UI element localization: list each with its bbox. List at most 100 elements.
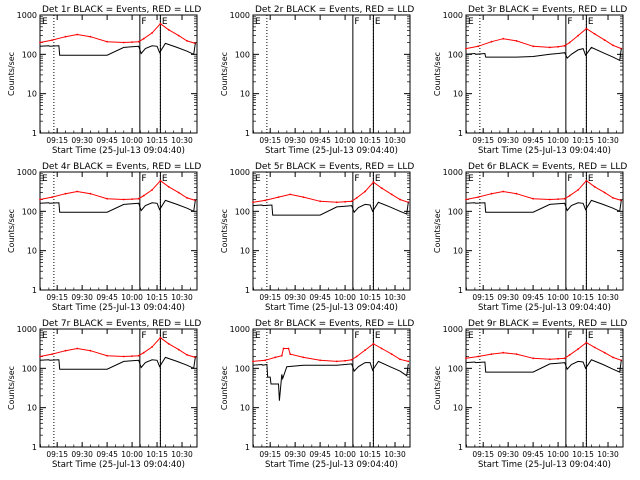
- plot-frame: [252, 14, 411, 134]
- plot-frame: [39, 14, 198, 134]
- series-point-lld: [390, 193, 393, 196]
- series-point-lld: [252, 201, 254, 204]
- x-tick-label: 09:45: [96, 136, 118, 145]
- series-point-lld: [568, 41, 571, 44]
- x-tick-label: 10:00: [547, 450, 569, 459]
- series-point-lld: [585, 27, 588, 30]
- series-point-lld: [548, 198, 551, 201]
- marker-label: E: [588, 331, 594, 341]
- y-tick-label: 1000: [17, 325, 37, 334]
- series-point-lld: [372, 181, 375, 184]
- plot-frame: [465, 171, 624, 291]
- x-tick-label: 09:30: [284, 450, 306, 459]
- x-tick-label: 10:15: [146, 136, 168, 145]
- y-tick-label: 100: [448, 50, 463, 59]
- x-tick-label: 09:45: [309, 293, 331, 302]
- x-axis-label: Start Time (25-Jul-13 09:04:40): [478, 146, 611, 156]
- x-tick-label: 10:00: [547, 293, 569, 302]
- series-point-lld: [502, 190, 505, 193]
- marker-label: E: [42, 17, 48, 27]
- series-line-lld: [39, 23, 196, 44]
- series-point-lld: [131, 355, 134, 357]
- series-point-lld: [585, 341, 588, 344]
- marker-label: E: [42, 174, 48, 184]
- x-tick-label: 10:30: [171, 450, 193, 459]
- series-point-lld: [380, 347, 383, 350]
- series-point-lld: [142, 194, 145, 197]
- series-point-lld: [612, 356, 614, 359]
- x-tick-label: 10:00: [121, 136, 143, 145]
- series-point-lld: [280, 354, 283, 357]
- marker-label: E: [468, 174, 474, 184]
- x-tick-label: 10:30: [597, 450, 619, 459]
- x-tick-label: 09:15: [46, 136, 68, 145]
- series-point-lld: [603, 191, 606, 194]
- series-point-lld: [264, 199, 267, 202]
- series-point-lld: [137, 354, 140, 357]
- marker-label: E: [255, 331, 261, 341]
- panel-title: Det 6r BLACK = Events, RED = LLD: [468, 162, 627, 172]
- panel-det-9: Det 9r BLACK = Events, RED = LLD 1 10 100 10…: [433, 319, 627, 470]
- series-point-lld: [131, 198, 134, 201]
- y-tick-label: 100: [448, 364, 463, 373]
- x-tick-label: 09:45: [522, 450, 544, 459]
- y-tick-label: 100: [235, 207, 250, 216]
- marker-label: E: [468, 331, 474, 341]
- y-tick-label: 1000: [17, 168, 37, 177]
- panel-det-3: Det 3r BLACK = Events, RED = LLD 1 10 100 10…: [433, 5, 627, 156]
- series-point-lld: [274, 356, 277, 359]
- series-point-lld: [548, 358, 551, 361]
- series-point-lld: [465, 357, 467, 360]
- series-point-lld: [593, 185, 596, 188]
- x-tick-label: 09:15: [259, 293, 281, 302]
- y-tick-label: 1000: [230, 168, 250, 177]
- x-axis-label: Start Time (25-Jul-13 09:04:40): [52, 303, 185, 313]
- marker-label: E: [162, 17, 168, 27]
- series-point-lld: [568, 354, 571, 356]
- x-tick-label: 10:30: [597, 293, 619, 302]
- series-point-lld: [372, 342, 375, 345]
- marker-label: F: [567, 17, 572, 27]
- series-point-lld: [277, 196, 280, 199]
- series-point-lld: [532, 197, 534, 200]
- series-line-lld: [465, 27, 622, 50]
- series-point-lld: [122, 198, 125, 201]
- x-tick-label: 09:45: [309, 136, 331, 145]
- series-point-lld: [515, 192, 518, 195]
- series-point-lld: [477, 45, 480, 48]
- y-tick-label: 100: [22, 364, 37, 373]
- marker-label: E: [375, 17, 381, 27]
- x-tick-label: 09:15: [472, 136, 494, 145]
- y-tick-label: 100: [235, 50, 250, 59]
- x-axis-label: Start Time (25-Jul-13 09:04:40): [265, 146, 398, 156]
- y-tick-label: 1000: [230, 325, 250, 334]
- series-point-lld: [502, 351, 505, 354]
- panel-title: Det 5r BLACK = Events, RED = LLD: [255, 162, 414, 172]
- x-tick-label: 10:30: [171, 136, 193, 145]
- x-tick-label: 10:15: [572, 136, 594, 145]
- x-tick-label: 10:30: [384, 450, 406, 459]
- y-axis-label: Counts/sec: [7, 52, 16, 96]
- y-axis-label: Counts/sec: [220, 209, 229, 253]
- series-point-lld: [465, 47, 467, 50]
- series-point-lld: [399, 358, 401, 361]
- series-point-lld: [167, 28, 170, 31]
- x-tick-label: 09:15: [472, 293, 494, 302]
- x-tick-label: 10:00: [334, 136, 356, 145]
- series-point-lld: [142, 351, 145, 354]
- y-axis-label: Counts/sec: [433, 209, 442, 253]
- series-point-lld: [364, 190, 366, 193]
- series-line-lld: [39, 180, 196, 201]
- series-point-lld: [502, 37, 505, 40]
- y-tick-label: 10: [240, 404, 250, 413]
- panel-det-6: Det 6r BLACK = Events, RED = LLD 1 10 100 10…: [433, 162, 627, 313]
- series-point-lld: [252, 360, 254, 363]
- series-point-lld: [407, 360, 410, 363]
- series-point-lld: [563, 357, 566, 360]
- panel-title: Det 8r BLACK = Events, RED = LLD: [255, 319, 414, 329]
- x-axis-label: Start Time (25-Jul-13 09:04:40): [265, 303, 398, 313]
- series-point-lld: [177, 348, 180, 351]
- x-tick-label: 09:15: [259, 450, 281, 459]
- series-point-lld: [76, 33, 79, 36]
- x-tick-label: 09:30: [71, 293, 93, 302]
